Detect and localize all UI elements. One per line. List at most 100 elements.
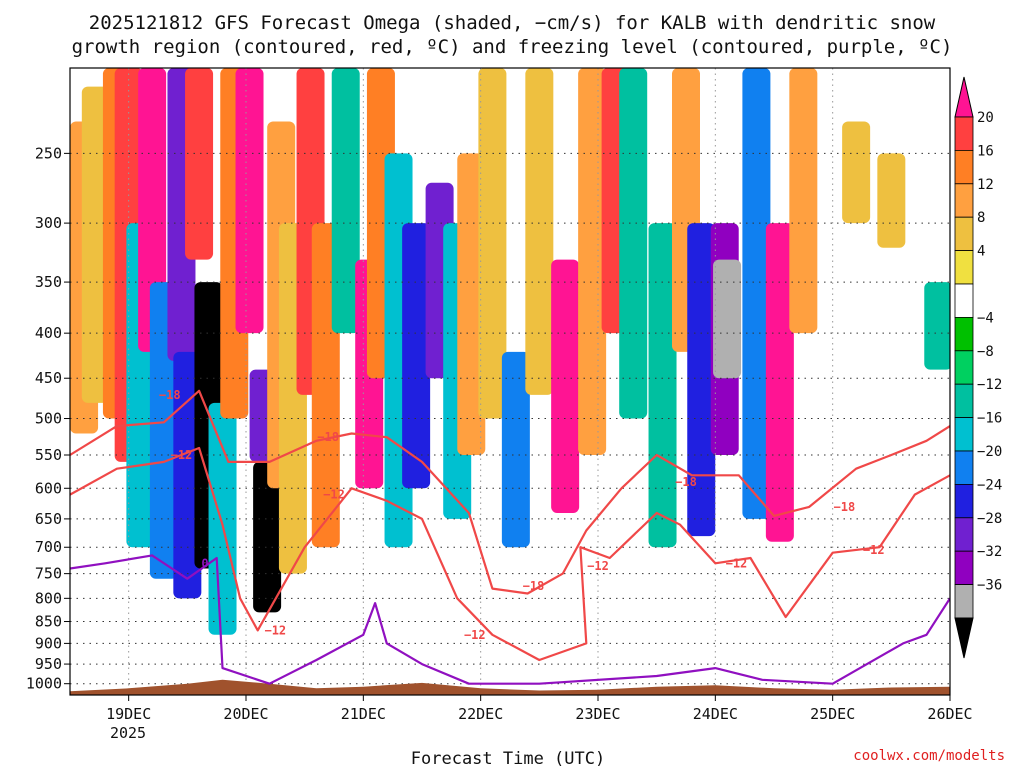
y-axis-pressure: 250 300 350 400 450 500 550 600 650 700 750 800 850 9… bbox=[26, 144, 70, 693]
omega-cell bbox=[648, 223, 677, 548]
colorbar-top-arrow bbox=[954, 76, 974, 118]
chart-title-line-2: growth region (contoured, red, ºC) and f… bbox=[72, 36, 953, 58]
y-tick-label: 400 bbox=[35, 324, 62, 342]
contour-label: −12 bbox=[264, 623, 286, 637]
colorbar-segment bbox=[954, 584, 974, 619]
colorbar-segment bbox=[954, 417, 974, 452]
colorbar-segment bbox=[954, 550, 974, 586]
omega-cell bbox=[765, 223, 794, 542]
omega-cell bbox=[877, 153, 906, 248]
x-tick-label: 22DEC bbox=[458, 705, 503, 723]
omega-cell bbox=[619, 68, 648, 419]
colorbar: 20 16 12 8 4 −4 −8 −12 −16 −20 −24 −28 −32 −36 bbox=[954, 76, 1002, 659]
y-tick-label: 350 bbox=[35, 273, 62, 291]
x-tick-label: 26DEC bbox=[927, 705, 972, 723]
y-tick-label: 800 bbox=[35, 589, 62, 607]
source-credit: coolwx.com/modelts bbox=[853, 748, 1005, 764]
x-axis-title: Forecast Time (UTC) bbox=[411, 749, 605, 768]
omega-cell bbox=[185, 68, 214, 260]
contour-label: −12 bbox=[726, 556, 748, 570]
plot-frame bbox=[69, 67, 951, 696]
omega-cell bbox=[478, 68, 507, 419]
y-tick-label: 850 bbox=[35, 613, 62, 631]
y-tick-label: 650 bbox=[35, 510, 62, 528]
colorbar-bottom-arrow bbox=[954, 617, 974, 659]
omega-cell bbox=[578, 68, 607, 455]
contour-labels-layer: −18 −18 −18 −18 −18 −12 −12 −12 −12 −12 −12 −12 0 bbox=[159, 388, 885, 642]
colorbar-segment bbox=[954, 350, 974, 385]
colorbar-label: 4 bbox=[977, 244, 985, 260]
y-tick-label: 600 bbox=[35, 479, 62, 497]
omega-shading-layer bbox=[70, 68, 950, 635]
colorbar-label: 12 bbox=[977, 177, 994, 193]
colorbar-label: −12 bbox=[977, 377, 1002, 393]
colorbar-label: −4 bbox=[977, 310, 994, 326]
y-tick-label: 700 bbox=[35, 538, 62, 556]
y-tick-label: 500 bbox=[35, 410, 62, 428]
omega-cell bbox=[208, 402, 237, 635]
contour-label: −12 bbox=[863, 543, 885, 557]
colorbar-segment bbox=[954, 450, 974, 485]
x-tick-label: 19DEC bbox=[106, 705, 151, 723]
colorbar-label: −28 bbox=[977, 511, 1002, 527]
omega-cell bbox=[81, 86, 110, 403]
contour-18c bbox=[70, 389, 950, 595]
colorbar-label: −8 bbox=[977, 344, 994, 360]
contour-label: −12 bbox=[323, 488, 345, 502]
contour-label: −18 bbox=[523, 579, 545, 593]
colorbar-segment bbox=[954, 517, 974, 552]
omega-cell bbox=[789, 68, 818, 334]
colorbar-segment bbox=[954, 316, 974, 352]
colorbar-segment bbox=[954, 116, 974, 151]
contour-lines-layer bbox=[70, 389, 950, 685]
omega-cell bbox=[525, 68, 554, 395]
y-tick-label: 300 bbox=[35, 214, 62, 232]
omega-cell bbox=[235, 68, 264, 334]
colorbar-label: 20 bbox=[977, 110, 994, 126]
y-tick-label: 450 bbox=[35, 369, 62, 387]
omega-cell bbox=[501, 351, 530, 548]
omega-cell bbox=[253, 461, 282, 613]
y-tick-label: 550 bbox=[35, 446, 62, 464]
contour-label: −12 bbox=[464, 628, 486, 642]
colorbar-label: −32 bbox=[977, 544, 1002, 560]
contour-label: −18 bbox=[834, 500, 856, 514]
omega-cell bbox=[173, 351, 202, 599]
y-tick-label: 750 bbox=[35, 565, 62, 583]
contour-0c bbox=[70, 554, 950, 685]
omega-cell bbox=[551, 259, 580, 513]
omega-cell bbox=[924, 282, 950, 370]
x-tick-label: 20DEC bbox=[223, 705, 268, 723]
contour-label: −18 bbox=[159, 388, 181, 402]
colorbar-label: −36 bbox=[977, 578, 1002, 594]
colorbar-segment bbox=[954, 250, 974, 285]
omega-cell bbox=[331, 68, 360, 334]
x-tick-label: 23DEC bbox=[575, 705, 620, 723]
colorbar-label: 16 bbox=[977, 143, 994, 159]
colorbar-label: −20 bbox=[977, 444, 1002, 460]
x-axis-time: 19DEC 20DEC 21DEC 22DEC 23DEC 24DEC 25DEC 26DEC bbox=[106, 695, 973, 723]
colorbar-segment bbox=[954, 383, 974, 419]
omega-cell bbox=[742, 68, 771, 519]
x-tick-label: 24DEC bbox=[693, 705, 738, 723]
omega-cell bbox=[842, 121, 871, 224]
contour-label: −12 bbox=[171, 448, 193, 462]
colorbar-segment bbox=[954, 149, 974, 185]
omega-cell bbox=[713, 259, 742, 379]
y-tick-label: 900 bbox=[35, 634, 62, 652]
x-tick-label: 21DEC bbox=[341, 705, 386, 723]
omega-cell bbox=[457, 153, 486, 455]
colorbar-label: −16 bbox=[977, 411, 1002, 427]
omega-cell bbox=[687, 223, 716, 537]
colorbar-segment bbox=[954, 483, 974, 519]
terrain-ground bbox=[70, 679, 950, 695]
contour-label: −18 bbox=[317, 430, 339, 444]
chart-title-line-1: 2025121812 GFS Forecast Omega (shaded, −… bbox=[89, 12, 936, 34]
colorbar-label: −24 bbox=[977, 477, 1002, 493]
omega-cell bbox=[138, 68, 167, 352]
omega-cell bbox=[402, 223, 431, 489]
y-tick-label: 950 bbox=[35, 655, 62, 673]
contour-label: 0 bbox=[201, 556, 208, 570]
y-tick-label: 1000 bbox=[26, 675, 62, 693]
